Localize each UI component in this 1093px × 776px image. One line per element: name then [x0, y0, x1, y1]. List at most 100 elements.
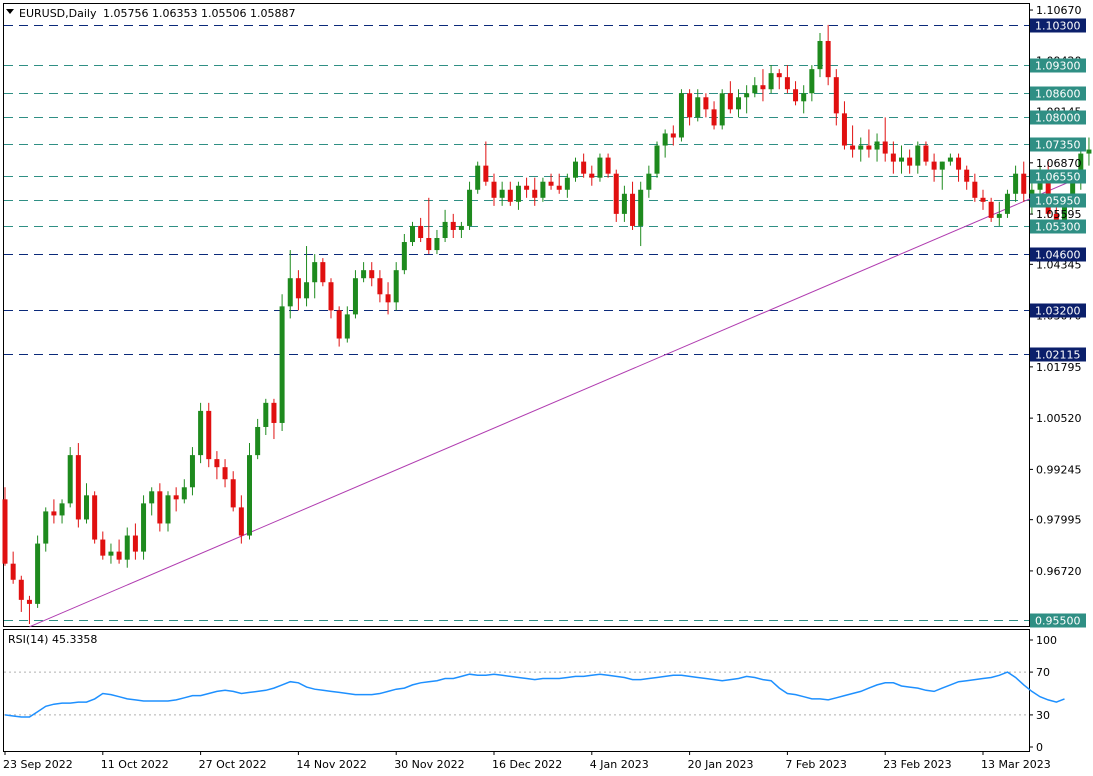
candle-bearish [882, 117, 888, 162]
level-badge [1030, 247, 1086, 262]
rsi-tick-label: 100 [1036, 634, 1057, 647]
level-badge [1030, 86, 1086, 101]
candle-body [825, 40, 831, 78]
candle-body [458, 225, 464, 230]
candle-bearish [385, 282, 391, 315]
candle-bullish [1004, 189, 1010, 218]
candle-body [238, 507, 244, 536]
candle-bearish [173, 487, 179, 512]
candle-body [230, 479, 236, 508]
candle-bearish [931, 153, 937, 182]
candle-bullish [434, 229, 440, 255]
candle-body [328, 282, 334, 311]
candle-bullish [915, 141, 921, 174]
candle-body [923, 145, 929, 162]
candle-bearish [295, 270, 301, 311]
candle-body [515, 185, 521, 202]
candle-body [467, 189, 473, 226]
candle-body [638, 189, 644, 226]
candle-bearish [988, 197, 994, 222]
candle-bullish [67, 447, 73, 508]
candle-body [418, 225, 424, 239]
candle-body [1053, 213, 1059, 222]
level-price-label: 1.09300 [1035, 60, 1081, 73]
candle-body [581, 161, 587, 174]
candle-bearish [18, 575, 24, 612]
price-tick-label: 1.00520 [1036, 412, 1082, 425]
level-price-label: 1.02115 [1035, 349, 1081, 362]
level-badge [1030, 303, 1086, 318]
candle-bearish [1021, 161, 1027, 202]
candle-bullish [312, 254, 318, 299]
candle-body [833, 77, 839, 114]
candle-bullish [874, 133, 880, 162]
candle-bearish [548, 173, 554, 190]
candle-body [361, 270, 367, 279]
candle-body [703, 97, 709, 110]
candle-body [67, 455, 73, 504]
candle-bearish [613, 169, 619, 222]
candle-body [116, 551, 122, 560]
candle-body [972, 181, 978, 198]
candle-bearish [711, 101, 717, 130]
candle-bearish [964, 165, 970, 190]
time-tick-label: 7 Feb 2023 [785, 758, 846, 771]
candle-bearish [956, 153, 962, 182]
candle-body [189, 455, 195, 488]
candle-bearish [507, 181, 513, 206]
candle-bullish [540, 177, 546, 202]
candle-body [181, 487, 187, 500]
level-price-label: 1.04600 [1035, 249, 1081, 262]
candle-body [247, 455, 252, 536]
candle-body [589, 173, 595, 178]
candle-body [43, 511, 49, 544]
candle-body [597, 157, 603, 178]
candle-bearish [703, 93, 709, 118]
candle-bullish [646, 165, 652, 198]
candle-bearish [793, 81, 799, 106]
candle-body [434, 238, 440, 251]
candle-bearish [157, 483, 163, 532]
candle-bearish [132, 523, 138, 560]
candle-bearish [230, 471, 236, 512]
candle-body [532, 189, 538, 198]
candle-body [841, 113, 847, 146]
candle-body [899, 157, 904, 162]
candle-body [801, 93, 807, 102]
time-tick-label: 13 Mar 2023 [981, 758, 1051, 771]
candle-bearish [206, 402, 212, 468]
candle-body [817, 40, 823, 70]
candle-body [907, 157, 913, 166]
candle-body [752, 85, 758, 94]
candle-bullish [678, 89, 684, 142]
candle-bullish [1086, 137, 1092, 166]
candle-bullish [393, 262, 399, 311]
candle-body [100, 539, 106, 556]
candle-body [630, 193, 636, 226]
candle-body [173, 495, 179, 500]
candle-bullish [768, 65, 774, 94]
level-badge [1030, 58, 1086, 73]
candle-bullish [247, 443, 252, 540]
level-badge [1030, 18, 1086, 33]
chart-menu-triangle-icon[interactable] [6, 9, 14, 14]
candle-bullish [165, 491, 171, 532]
time-tick-label: 23 Feb 2023 [883, 758, 951, 771]
candle-bullish [801, 85, 807, 114]
candle-bearish [418, 217, 424, 243]
candle-body [279, 306, 285, 423]
candle-body [149, 491, 155, 504]
candle-bullish [597, 153, 603, 182]
candle-bullish [947, 153, 953, 166]
candle-body [850, 145, 856, 150]
price-panel-frame [3, 3, 1030, 627]
candle-body [858, 145, 864, 150]
price-tick-label: 0.96720 [1036, 565, 1082, 578]
candle-bullish [108, 543, 114, 564]
candle-bullish [410, 221, 415, 247]
candle-bullish [939, 161, 945, 190]
candle-bullish [695, 89, 701, 122]
candle-body [711, 109, 717, 126]
candle-body [613, 173, 619, 214]
